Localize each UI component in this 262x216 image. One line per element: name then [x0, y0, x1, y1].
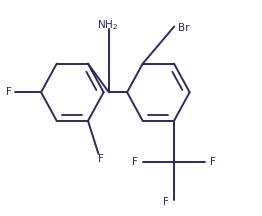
Text: F: F: [210, 157, 216, 167]
Text: F: F: [97, 154, 103, 164]
Text: NH$_2$: NH$_2$: [97, 18, 118, 32]
Text: F: F: [163, 197, 169, 207]
Text: F: F: [6, 87, 12, 97]
Text: Br: Br: [178, 23, 190, 33]
Text: F: F: [132, 157, 138, 167]
